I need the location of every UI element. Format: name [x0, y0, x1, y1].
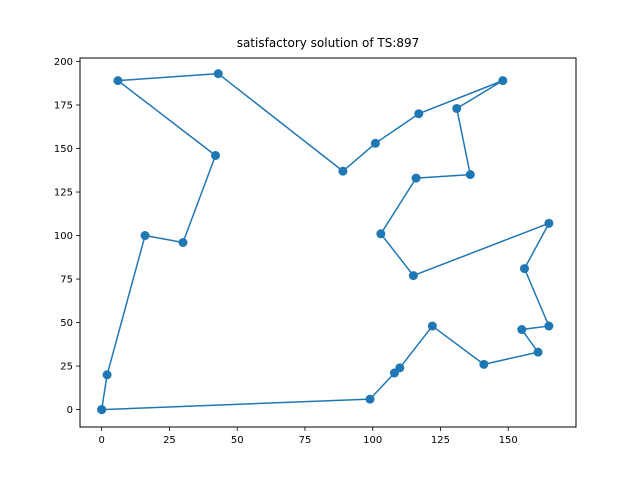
- city-point: [376, 229, 386, 239]
- y-tick-label: 100: [54, 231, 73, 242]
- x-tick-label: 125: [431, 435, 450, 446]
- x-tick-label: 0: [98, 435, 104, 446]
- x-axis: 0 25 50 75 100 125 150: [98, 427, 518, 446]
- city-point: [427, 321, 437, 331]
- city-point: [97, 405, 107, 415]
- y-tick-label: 150: [54, 144, 73, 155]
- city-point: [211, 150, 221, 160]
- city-point: [408, 271, 418, 281]
- y-tick-label: 25: [60, 362, 73, 373]
- city-point: [452, 103, 462, 113]
- plot-frame: [79, 57, 577, 428]
- x-tick-label: 50: [231, 435, 244, 446]
- x-tick-label: 150: [499, 435, 518, 446]
- y-tick-label: 75: [60, 275, 73, 286]
- city-point: [544, 218, 554, 228]
- city-point: [411, 173, 421, 183]
- city-point: [465, 170, 475, 180]
- city-point: [213, 69, 223, 79]
- y-tick-label: 200: [54, 57, 73, 68]
- city-point: [533, 347, 543, 357]
- city-point: [178, 238, 188, 247]
- series-layer: [97, 69, 554, 415]
- city-point: [544, 321, 554, 331]
- x-tick-label: 100: [363, 435, 382, 446]
- x-tick-label: 25: [163, 435, 176, 446]
- city-point: [520, 264, 529, 274]
- city-point: [365, 394, 375, 404]
- city-point: [113, 76, 123, 86]
- city-point: [479, 359, 489, 369]
- y-tick-label: 50: [60, 318, 73, 329]
- city-point: [370, 138, 380, 148]
- y-tick-label: 175: [54, 100, 73, 111]
- x-tick-label: 75: [299, 435, 312, 446]
- y-tick-label: 0: [67, 405, 73, 416]
- city-point: [140, 231, 150, 241]
- city-point: [338, 166, 348, 176]
- city-point: [498, 76, 508, 86]
- city-point: [517, 325, 527, 335]
- y-axis: 0 25 50 75 100 125 150 175 200: [54, 57, 80, 416]
- city-point: [102, 370, 112, 380]
- y-tick-label: 125: [54, 188, 73, 199]
- chart-title: satisfactory solution of TS:897: [237, 36, 420, 50]
- city-point: [414, 109, 424, 119]
- city-point: [389, 368, 399, 378]
